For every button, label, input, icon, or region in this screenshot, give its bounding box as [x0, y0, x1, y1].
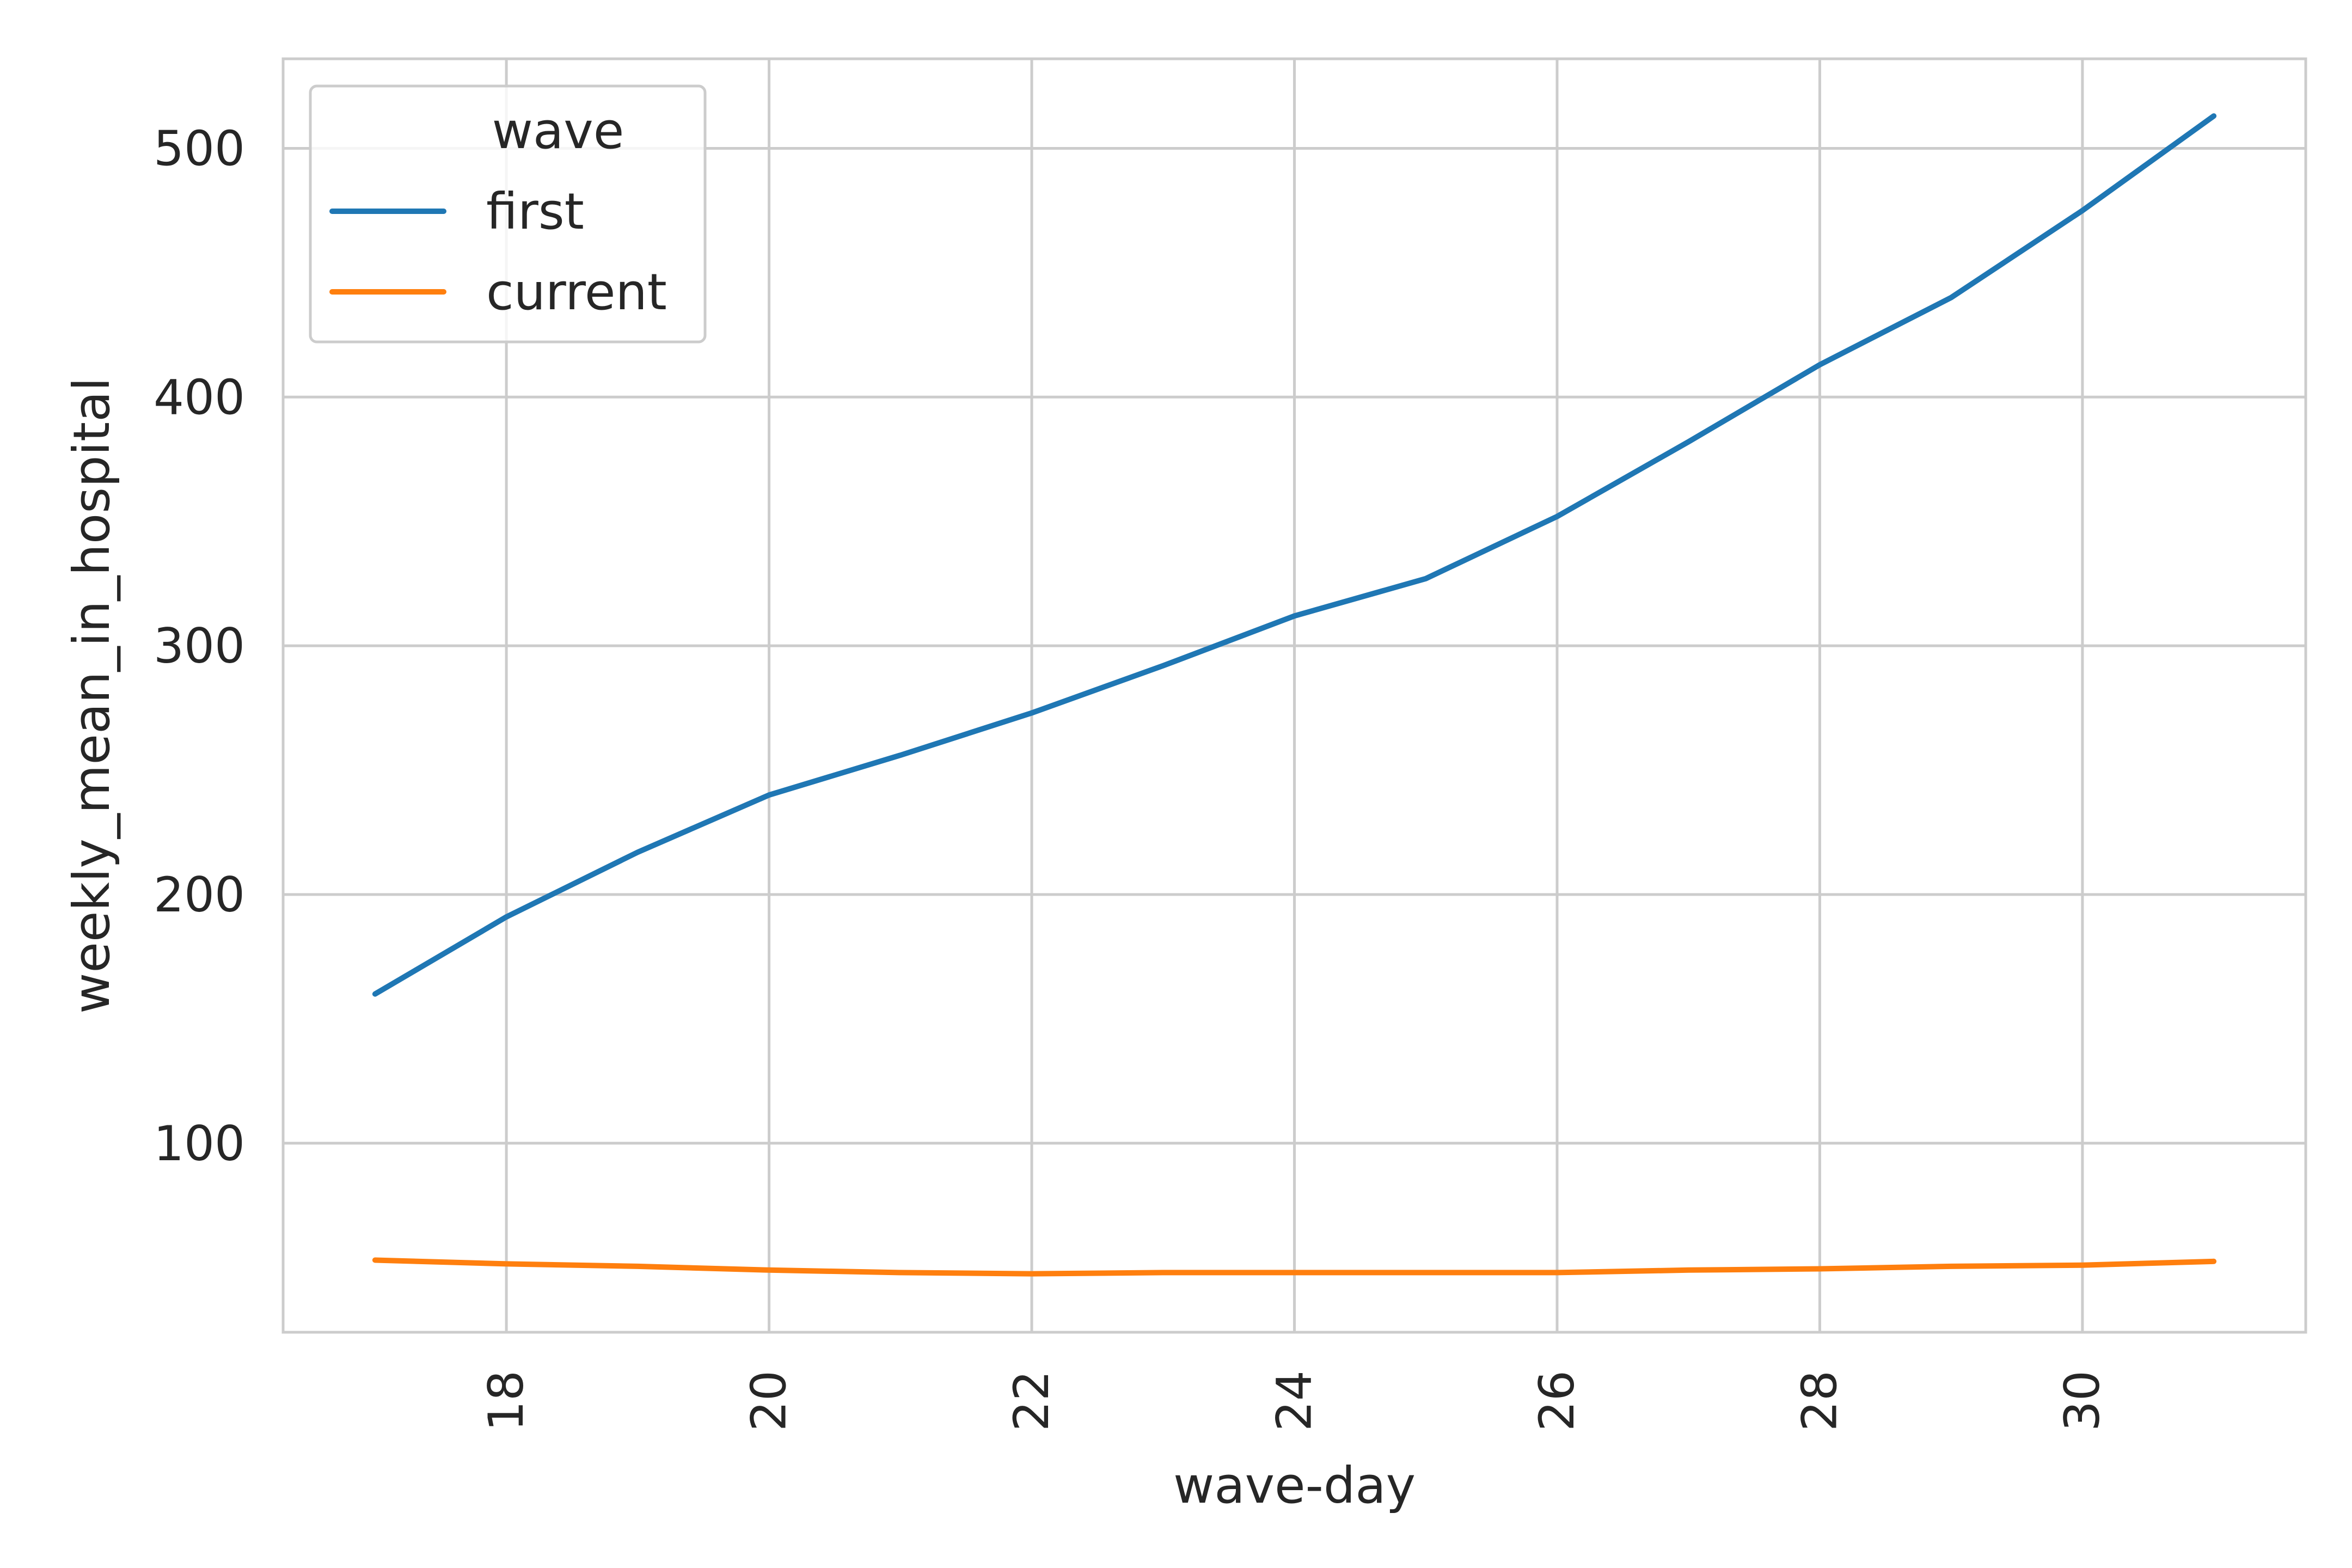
y-tick-label: 300	[154, 618, 245, 674]
y-axis-ticks: 100 200 300 400 500	[154, 120, 245, 1171]
series-line-first	[372, 113, 2217, 997]
plot-frame	[281, 57, 2307, 1334]
legend: wave first current	[309, 84, 707, 344]
x-axis-label: wave-day	[1173, 1456, 1416, 1515]
legend-entries: first current	[329, 182, 667, 321]
series-lines	[372, 113, 2217, 1277]
legend-title: wave	[492, 102, 624, 160]
x-tick-label: 30	[2054, 1370, 2110, 1431]
x-tick-label: 24	[1266, 1370, 1322, 1431]
legend-box	[309, 84, 707, 344]
series-line-current	[372, 1257, 2217, 1277]
y-tick-label: 400	[154, 369, 245, 425]
x-tick-label: 18	[478, 1370, 534, 1431]
legend-label-current: current	[486, 263, 667, 321]
y-tick-label: 500	[154, 120, 245, 176]
y-tick-label: 200	[154, 867, 245, 923]
x-tick-label: 20	[741, 1370, 797, 1431]
y-tick-label: 100	[154, 1116, 245, 1172]
x-axis-ticks: 18 20 22 24 26 28 30	[478, 1370, 2110, 1431]
x-tick-label: 26	[1529, 1370, 1585, 1431]
legend-label-first: first	[486, 182, 584, 241]
x-tick-label: 22	[1003, 1370, 1059, 1431]
y-axis-label: weekly_mean_in_hospital	[63, 377, 121, 1014]
x-tick-label: 28	[1791, 1370, 1847, 1431]
